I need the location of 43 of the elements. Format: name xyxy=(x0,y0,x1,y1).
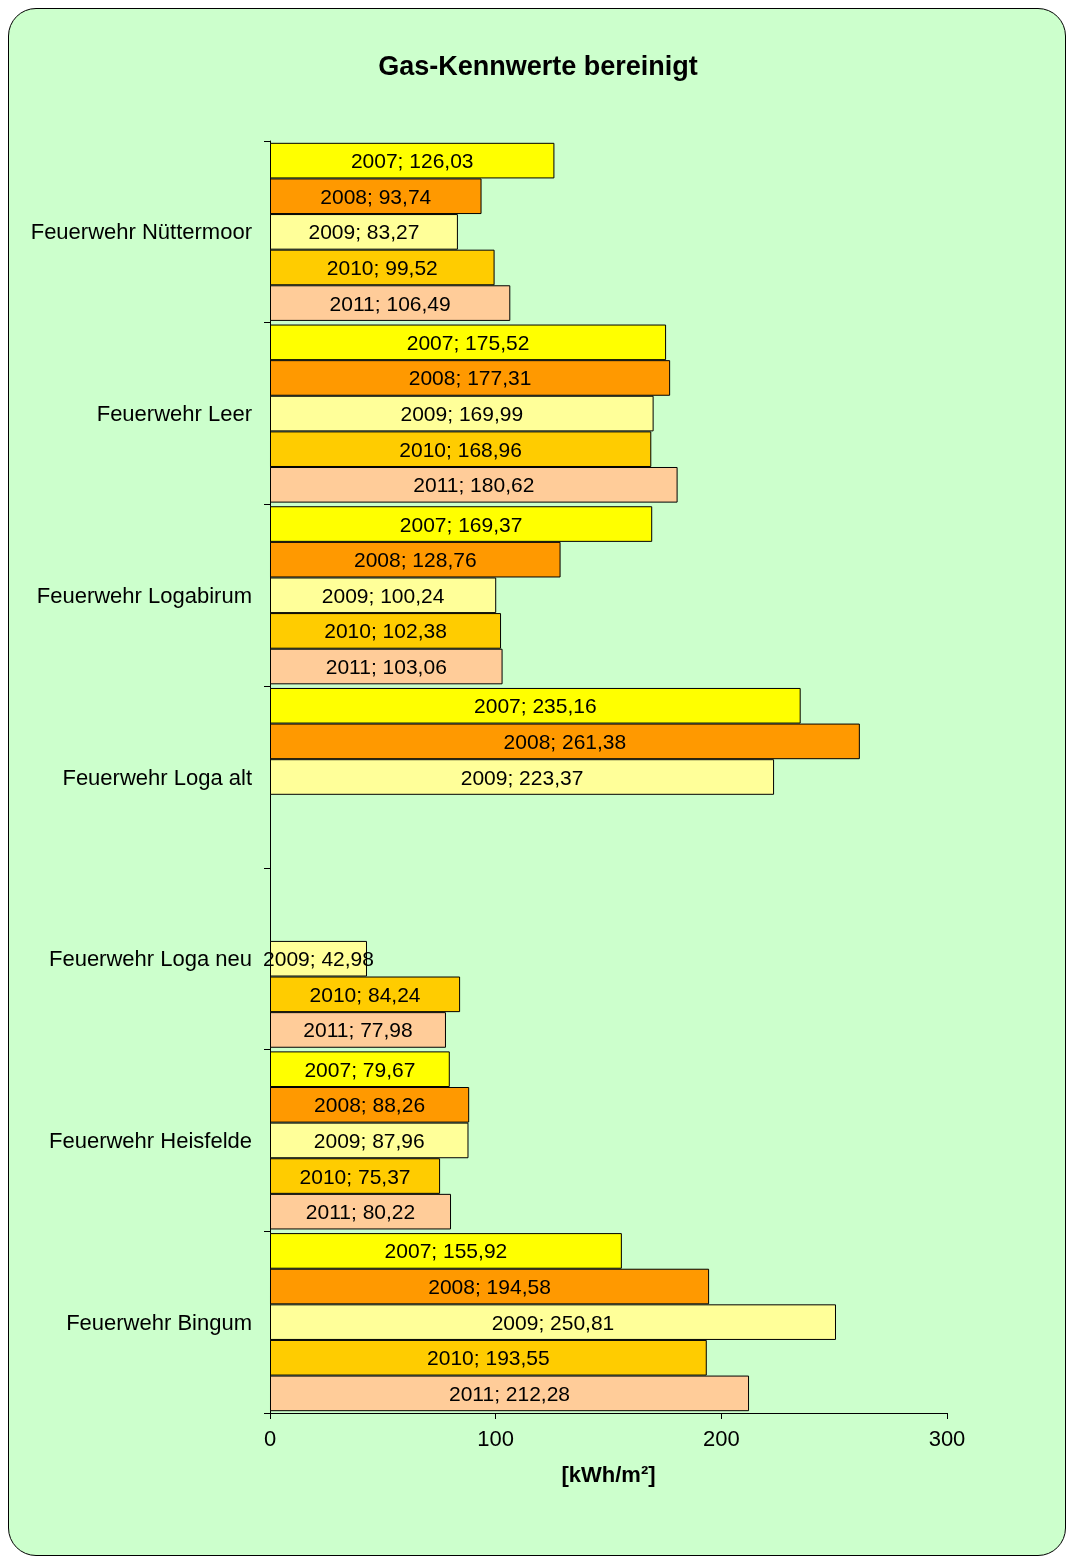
data-label: 2010; 99,52 xyxy=(326,255,438,279)
data-label: 2007; 126,03 xyxy=(350,149,474,173)
data-label: 2011; 103,06 xyxy=(325,655,447,679)
data-label: 2010; 193,55 xyxy=(427,1346,550,1370)
data-label: 2011; 180,62 xyxy=(413,473,535,497)
chart-title: Gas-Kennwerte bereinigt xyxy=(378,50,698,81)
data-label: 2011; 106,49 xyxy=(329,291,451,315)
data-label: 2011; 212,28 xyxy=(448,1381,571,1405)
data-label: 2010; 75,37 xyxy=(299,1164,411,1188)
x-tick-label: 0 xyxy=(263,1425,277,1451)
y-tick-label: Feuerwehr Bingum xyxy=(66,1309,252,1335)
data-label: 2010; 102,38 xyxy=(324,619,447,643)
x-tick-label: 300 xyxy=(928,1425,966,1451)
data-label: 2009; 169,99 xyxy=(400,402,524,426)
data-label: 2007; 175,52 xyxy=(406,330,530,354)
x-tick-label: 100 xyxy=(477,1425,515,1451)
data-label: 2008; 128,76 xyxy=(353,548,477,572)
data-label: 2008; 261,38 xyxy=(503,729,627,753)
data-label: 2007; 235,16 xyxy=(474,694,597,718)
x-axis-title: [kWh/m²] xyxy=(561,1461,656,1487)
y-tick-label: Feuerwehr Loga neu xyxy=(48,946,252,972)
data-label: 2007; 155,92 xyxy=(384,1239,508,1263)
data-label: 2009; 83,27 xyxy=(308,220,420,244)
data-label: 2009; 250,81 xyxy=(491,1310,615,1334)
data-label: 2008; 194,58 xyxy=(428,1275,551,1299)
y-tick-label: Feuerwehr Loga alt xyxy=(62,764,252,790)
y-tick-label: Feuerwehr Nüttermoor xyxy=(30,219,252,245)
data-label: 2007; 169,37 xyxy=(399,512,523,536)
data-label: 2007; 79,67 xyxy=(304,1057,416,1081)
y-tick-label: Feuerwehr Logabirum xyxy=(36,582,252,608)
x-tick-label: 200 xyxy=(702,1425,740,1451)
data-label: 2008; 177,31 xyxy=(408,366,532,390)
data-label: 2010; 168,96 xyxy=(399,437,522,461)
y-tick-label: Feuerwehr Heisfelde xyxy=(49,1127,252,1153)
data-label: 2008; 88,26 xyxy=(314,1093,426,1117)
data-label: 2010; 84,24 xyxy=(309,982,421,1006)
data-label: 2011; 77,98 xyxy=(303,1018,413,1042)
data-label: 2008; 93,74 xyxy=(320,184,432,208)
data-label: 2009; 223,37 xyxy=(460,765,584,789)
data-label: 2009; 87,96 xyxy=(313,1128,425,1152)
data-label: 2011; 80,22 xyxy=(305,1200,416,1224)
y-tick-label: Feuerwehr Leer xyxy=(96,401,252,427)
data-label: 2009; 100,24 xyxy=(321,583,445,607)
